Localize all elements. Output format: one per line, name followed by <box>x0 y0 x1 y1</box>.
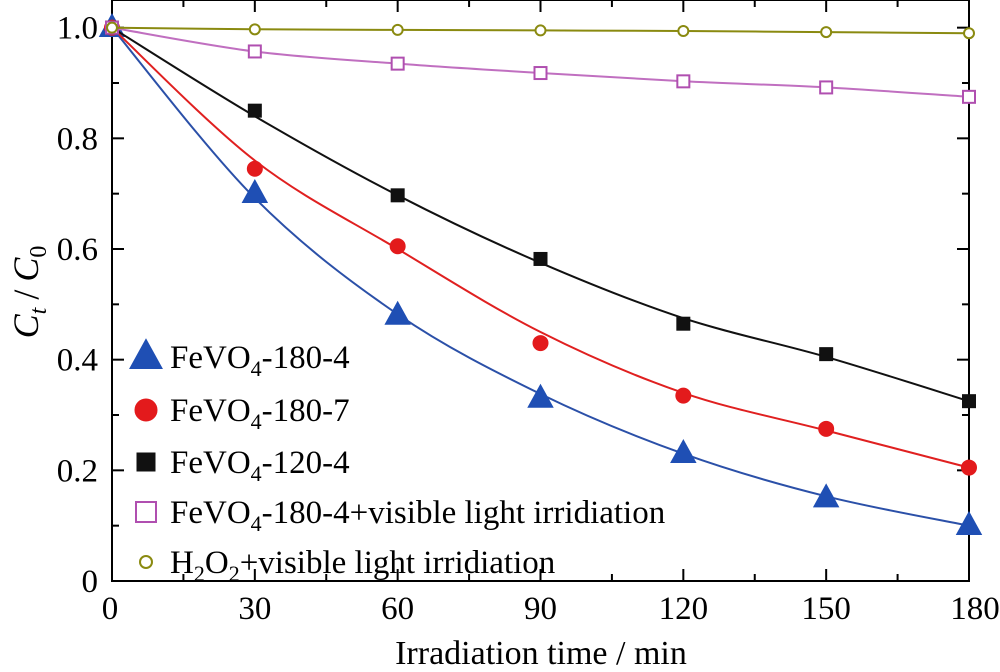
data-point <box>533 251 548 266</box>
data-point <box>962 89 976 104</box>
legend-label: FeVO4-180-7 <box>170 393 350 434</box>
x-tick-label: 60 <box>381 591 414 627</box>
data-point <box>963 27 975 40</box>
x-axis-label: Irradiation time / min <box>395 635 687 667</box>
y-label-c0: C <box>6 257 46 282</box>
legend-marker <box>139 555 153 569</box>
data-point <box>670 439 697 464</box>
data-point <box>246 160 263 177</box>
x-tick-label: 120 <box>659 591 709 627</box>
data-point <box>676 316 691 331</box>
data-point <box>675 387 692 404</box>
legend-label: FeVO4-180-4 <box>170 340 350 381</box>
data-point <box>961 459 977 476</box>
data-point <box>390 188 405 203</box>
legend: FeVO4-180-4 FeVO4-180-7 FeVO4-120-4 FeVO4-1… <box>129 338 665 586</box>
data-point <box>389 238 406 255</box>
data-point <box>384 300 411 325</box>
data-point <box>534 24 547 37</box>
data-point <box>247 44 262 59</box>
data-point <box>247 103 262 118</box>
legend-marker <box>129 338 163 369</box>
data-point <box>819 347 834 362</box>
legend-label: FeVO4-120-4 <box>170 445 350 486</box>
y-label-zero: 0 <box>26 246 52 258</box>
x-tick-label: 0 <box>102 591 119 627</box>
data-point <box>106 21 118 34</box>
y-tick-label: 1.0 <box>57 11 98 47</box>
data-point <box>818 420 835 437</box>
data-point <box>527 383 554 408</box>
y-tick-label: 0.4 <box>57 343 98 379</box>
x-tick-label: 150 <box>801 591 851 627</box>
legend-label: H2O2+visible light irridiation <box>170 545 555 586</box>
x-axis-ticks: 0 30 60 90 120 150 180 <box>102 0 1000 627</box>
legend-label: FeVO4-180-4+visible light irridiation <box>170 495 665 536</box>
series-line <box>111 26 970 98</box>
data-point <box>819 80 834 95</box>
legend-marker <box>136 452 156 472</box>
data-point <box>676 74 691 89</box>
y-label-c: C <box>6 313 46 338</box>
y-tick-label: 0.6 <box>57 232 98 268</box>
legend-marker <box>134 398 158 422</box>
y-label-t: t <box>26 306 52 314</box>
y-label-slash: / <box>6 290 46 300</box>
data-point <box>955 510 983 535</box>
x-tick-label: 90 <box>524 591 557 627</box>
data-point <box>812 483 840 508</box>
series-1 <box>104 19 977 476</box>
data-point <box>962 394 976 409</box>
data-point <box>532 335 549 352</box>
data-point <box>391 23 404 36</box>
x-tick-label: 180 <box>950 591 1000 627</box>
data-point <box>533 66 548 81</box>
y-axis-label: Ct/C0 <box>6 246 52 339</box>
y-tick-label: 0.8 <box>57 121 98 157</box>
x-tick-label: 30 <box>238 591 271 627</box>
data-point <box>241 178 269 203</box>
y-tick-label: 0.2 <box>57 453 98 489</box>
series-layer <box>98 12 983 535</box>
series-4 <box>106 21 975 40</box>
data-point <box>677 24 690 37</box>
y-tick-label: 0 <box>82 564 99 600</box>
legend-marker <box>135 501 157 523</box>
plot-frame <box>111 0 970 582</box>
data-point <box>248 23 261 36</box>
data-point <box>820 26 833 39</box>
y-axis-ticks: 0 0.2 0.4 0.6 0.8 1.0 <box>57 11 969 600</box>
data-point <box>390 56 405 71</box>
